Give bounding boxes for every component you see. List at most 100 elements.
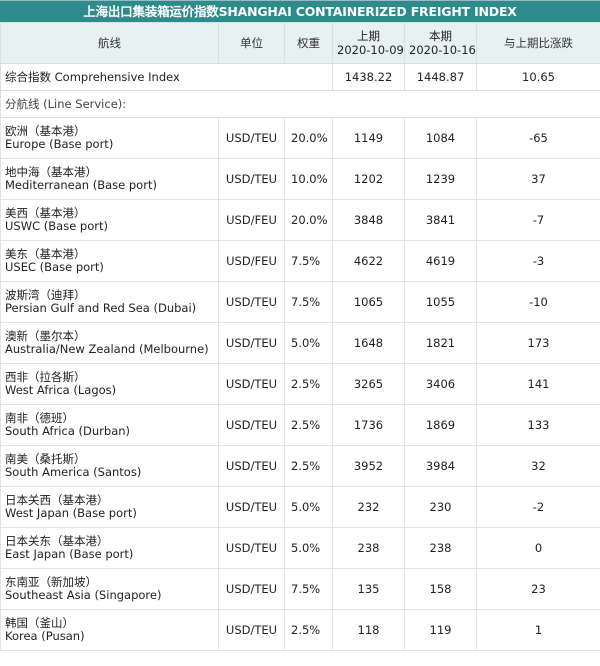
weight-cell: 7.5% [284, 240, 333, 282]
prev-cell: 1736 [332, 404, 405, 446]
weight-cell: 2.5% [284, 363, 333, 405]
route-name-en: Korea (Pusan) [5, 629, 85, 643]
table-row: 西非（拉各斯） West Africa (Lagos) USD/TEU 2.5% 326… [0, 363, 600, 405]
table-row: 澳新（墨尔本） Australia/New Zealand (Melbourne)… [0, 322, 600, 364]
route-cell: 东南亚（新加坡） Southeast Asia (Singapore) [0, 568, 219, 610]
route-name-en: South America (Santos) [5, 465, 142, 479]
route-name-en: USEC (Base port) [5, 260, 104, 274]
cur-cell: 1821 [404, 322, 477, 364]
table-row: 韩国（釜山） Korea (Pusan) USD/TEU 2.5% 118 119 1 [0, 609, 600, 651]
route-cell: 韩国（釜山） Korea (Pusan) [0, 609, 219, 651]
table-row: 南美（桑托斯） South America (Santos) USD/TEU 2.5%… [0, 445, 600, 487]
route-name-en: West Africa (Lagos) [5, 383, 117, 397]
route-name-en: Australia/New Zealand (Melbourne) [5, 342, 209, 356]
change-cell: 173 [476, 322, 600, 364]
table-title: 上海出口集装箱运价指数SHANGHAI CONTAINERIZED FREIGH… [0, 0, 600, 22]
cur-cell: 1239 [404, 158, 477, 200]
unit-cell: USD/TEU [218, 281, 285, 323]
unit-cell: USD/TEU [218, 486, 285, 528]
weight-cell: 2.5% [284, 609, 333, 651]
prev-cell: 232 [332, 486, 405, 528]
route-name-en: Mediterranean (Base port) [5, 178, 157, 192]
cur-cell: 230 [404, 486, 477, 528]
route-cell: 美西（基本港） USWC (Base port) [0, 199, 219, 241]
route-name-en: South Africa (Durban) [5, 424, 131, 438]
route-name-cn: 美东（基本港） [5, 247, 86, 261]
route-name-cn: 南非（德班） [5, 411, 74, 425]
change-cell: 37 [476, 158, 600, 200]
cur-cell: 3841 [404, 199, 477, 241]
table-row: 美东（基本港） USEC (Base port) USD/FEU 7.5% 4622 46… [0, 240, 600, 282]
unit-cell: USD/TEU [218, 322, 285, 364]
route-name-en: USWC (Base port) [5, 219, 108, 233]
header-prev-label: 上期 [357, 29, 380, 43]
route-name-cn: 日本关西（基本港） [5, 493, 109, 507]
route-cell: 日本关西（基本港） West Japan (Base port) [0, 486, 219, 528]
unit-cell: USD/FEU [218, 199, 285, 241]
change-cell: -3 [476, 240, 600, 282]
cur-cell: 1055 [404, 281, 477, 323]
route-cell: 南美（桑托斯） South America (Santos) [0, 445, 219, 487]
prev-cell: 238 [332, 527, 405, 569]
route-name-cn: 欧洲（基本港） [5, 124, 86, 138]
weight-cell: 5.0% [284, 322, 333, 364]
change-cell: 133 [476, 404, 600, 446]
header-weight: 权重 [284, 22, 333, 64]
prev-cell: 1202 [332, 158, 405, 200]
table-row: 地中海（基本港） Mediterranean (Base port) USD/TEU… [0, 158, 600, 200]
header-change: 与上期比涨跌 [476, 22, 600, 64]
change-cell: -2 [476, 486, 600, 528]
prev-cell: 3952 [332, 445, 405, 487]
freight-index-table: 航线 单位 权重 上期 2020-10-09 本期 2020-10-16 与上期… [0, 22, 600, 651]
change-cell: -10 [476, 281, 600, 323]
route-name-cn: 日本关东（基本港） [5, 534, 109, 548]
route-name-en: Persian Gulf and Red Sea (Dubai) [5, 301, 197, 315]
unit-cell: USD/TEU [218, 609, 285, 651]
header-line: 航线 [0, 22, 219, 64]
header-cur-date: 2020-10-16 [409, 43, 476, 57]
cur-cell: 119 [404, 609, 477, 651]
cur-cell: 238 [404, 527, 477, 569]
prev-cell: 4622 [332, 240, 405, 282]
header-prev-date: 2020-10-09 [337, 43, 404, 57]
route-name-cn: 南美（桑托斯） [5, 452, 86, 466]
header-cur: 本期 2020-10-16 [404, 22, 477, 64]
table-row: 日本关东（基本港） East Japan (Base port) USD/TEU 5.… [0, 527, 600, 569]
route-cell: 地中海（基本港） Mediterranean (Base port) [0, 158, 219, 200]
unit-cell: USD/TEU [218, 527, 285, 569]
unit-cell: USD/TEU [218, 363, 285, 405]
route-cell: 澳新（墨尔本） Australia/New Zealand (Melbourne) [0, 322, 219, 364]
header-unit: 单位 [218, 22, 285, 64]
prev-cell: 3848 [332, 199, 405, 241]
route-name-cn: 波斯湾（迪拜） [5, 288, 86, 302]
route-name-cn: 美西（基本港） [5, 206, 86, 220]
route-name-en: Europe (Base port) [5, 137, 114, 151]
composite-change: 10.65 [476, 63, 600, 91]
route-cell: 西非（拉各斯） West Africa (Lagos) [0, 363, 219, 405]
table-row: 东南亚（新加坡） Southeast Asia (Singapore) USD/TE… [0, 568, 600, 610]
route-cell: 波斯湾（迪拜） Persian Gulf and Red Sea (Dubai) [0, 281, 219, 323]
change-cell: -65 [476, 117, 600, 159]
route-cell: 南非（德班） South Africa (Durban) [0, 404, 219, 446]
unit-cell: USD/TEU [218, 158, 285, 200]
header-cur-label: 本期 [429, 29, 452, 43]
route-name-cn: 地中海（基本港） [5, 165, 97, 179]
change-cell: 0 [476, 527, 600, 569]
cur-cell: 158 [404, 568, 477, 610]
cur-cell: 4619 [404, 240, 477, 282]
weight-cell: 7.5% [284, 568, 333, 610]
change-cell: -7 [476, 199, 600, 241]
change-cell: 141 [476, 363, 600, 405]
weight-cell: 7.5% [284, 281, 333, 323]
prev-cell: 1065 [332, 281, 405, 323]
subheading-row: 分航线 (Line Service): [0, 90, 600, 118]
table-row: 美西（基本港） USWC (Base port) USD/FEU 20.0% 3848 3… [0, 199, 600, 241]
weight-cell: 5.0% [284, 486, 333, 528]
composite-label: 综合指数 Comprehensive Index [0, 63, 333, 91]
table-row: 欧洲（基本港） Europe (Base port) USD/TEU 20.0% 114… [0, 117, 600, 159]
weight-cell: 10.0% [284, 158, 333, 200]
composite-row: 综合指数 Comprehensive Index 1438.22 1448.87… [0, 63, 600, 91]
change-cell: 23 [476, 568, 600, 610]
header-prev: 上期 2020-10-09 [332, 22, 405, 64]
